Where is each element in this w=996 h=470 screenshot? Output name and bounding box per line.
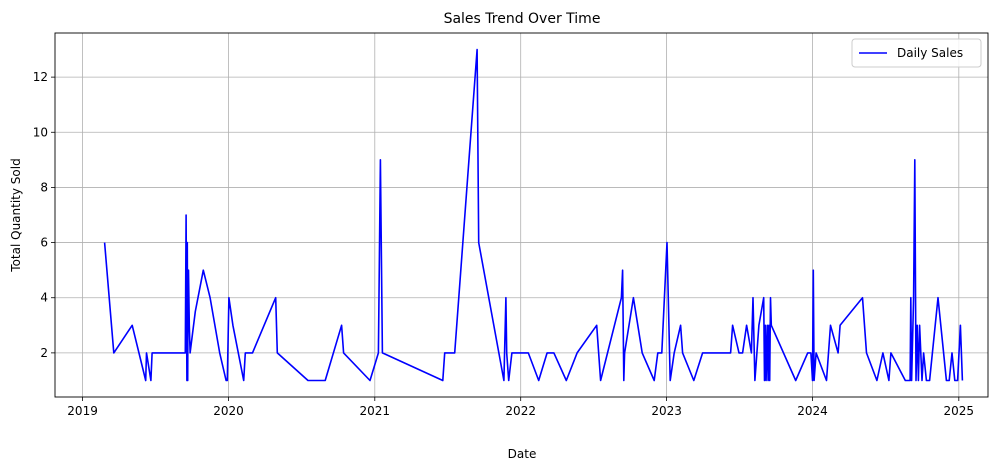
y-axis-ticks: 2 4 6 8 10 12: [33, 70, 55, 360]
y-tick-label: 6: [40, 236, 48, 250]
y-tick-label: 2: [40, 346, 48, 360]
grid-lines: [55, 33, 988, 397]
y-tick-label: 12: [33, 70, 48, 84]
chart-title: Sales Trend Over Time: [444, 11, 601, 27]
x-tick-label: 2020: [213, 404, 244, 418]
plot-area-frame: [54, 32, 989, 398]
y-axis-label: Total Quantity Sold: [9, 158, 23, 272]
x-tick-label: 2023: [651, 404, 682, 418]
x-tick-label: 2021: [360, 404, 391, 418]
legend: Daily Sales: [851, 38, 982, 68]
y-tick-label: 10: [33, 125, 48, 139]
x-tick-label: 2025: [944, 404, 975, 418]
y-tick-label: 4: [40, 291, 48, 305]
x-tick-label: 2022: [505, 404, 536, 418]
legend-box: [851, 38, 982, 68]
legend-label: Daily Sales: [897, 46, 963, 60]
series-group: [103, 48, 964, 382]
x-tick-label: 2024: [797, 404, 828, 418]
series-line-daily-sales: [103, 48, 964, 382]
x-axis-label: Date: [508, 447, 537, 461]
x-tick-label: 2019: [67, 404, 98, 418]
y-tick-label: 8: [40, 180, 48, 194]
x-axis-ticks: 2019 2020 2021 2022 2023 2024 2025: [67, 397, 974, 418]
